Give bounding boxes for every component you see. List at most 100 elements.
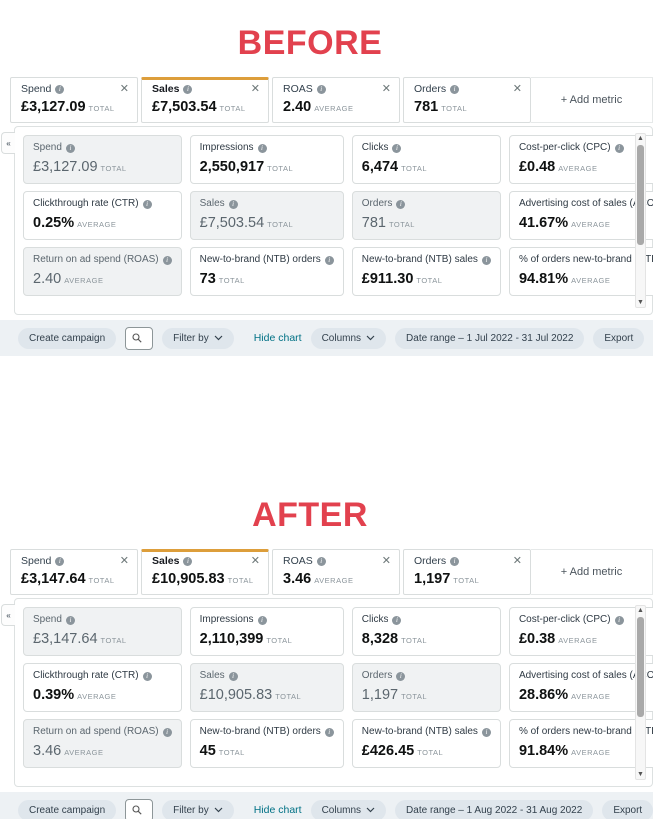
metric-card[interactable]: % of orders new-to-brand (NTB) i 91.84%A… bbox=[508, 719, 653, 768]
vertical-scrollbar[interactable]: ▲ ▼ bbox=[635, 133, 646, 308]
close-icon[interactable]: ✕ bbox=[512, 82, 522, 95]
info-icon[interactable]: i bbox=[392, 615, 402, 625]
info-icon[interactable]: i bbox=[65, 143, 75, 153]
metric-card[interactable]: New-to-brand (NTB) sales i £911.30 TOTAL bbox=[351, 247, 501, 296]
metric-card[interactable]: Clickthrough rate (CTR) i 0.39% AVERAGE bbox=[23, 663, 182, 712]
info-icon[interactable]: i bbox=[450, 556, 460, 566]
close-icon[interactable]: ✕ bbox=[381, 554, 391, 567]
info-icon[interactable]: i bbox=[183, 84, 193, 94]
info-icon[interactable]: i bbox=[257, 143, 267, 153]
info-icon[interactable]: i bbox=[481, 255, 491, 265]
metric-card[interactable]: Cost-per-click (CPC) i £0.38 AVERAGE bbox=[508, 607, 653, 656]
info-icon[interactable]: i bbox=[162, 727, 172, 737]
collapse-panel-icon[interactable]: « bbox=[1, 604, 15, 626]
export-button[interactable]: Export bbox=[602, 799, 653, 819]
info-icon[interactable]: i bbox=[324, 727, 334, 737]
metric-card[interactable]: New-to-brand (NTB) orders i 73 TOTAL bbox=[189, 247, 344, 296]
info-icon[interactable]: i bbox=[316, 84, 326, 94]
metric-card[interactable]: Return on ad spend (ROAS) i 3.46 AVERAGE bbox=[23, 719, 182, 768]
add-metric-button[interactable]: + Add metric bbox=[531, 549, 653, 595]
scrollbar-thumb[interactable] bbox=[637, 145, 644, 246]
vertical-scrollbar[interactable]: ▲ ▼ bbox=[635, 605, 646, 780]
filter-by-button[interactable]: Filter by bbox=[162, 327, 234, 349]
metric-tab-label: Orders bbox=[414, 555, 447, 567]
metric-tab[interactable]: Sales i ✕ £7,503.54 TOTAL bbox=[141, 77, 269, 123]
info-icon[interactable]: i bbox=[324, 255, 334, 265]
metric-card[interactable]: Cost-per-click (CPC) i £0.48 AVERAGE bbox=[508, 135, 653, 184]
search-box[interactable] bbox=[125, 326, 154, 350]
metric-card[interactable]: % of orders new-to-brand (NTB) i 94.81%A… bbox=[508, 247, 653, 296]
export-button[interactable]: Export bbox=[593, 327, 645, 349]
metric-card[interactable]: Impressions i 2,550,917 TOTAL bbox=[189, 135, 344, 184]
info-icon[interactable]: i bbox=[228, 199, 238, 209]
info-icon[interactable]: i bbox=[396, 671, 406, 681]
close-icon[interactable]: ✕ bbox=[250, 82, 260, 95]
info-icon[interactable]: i bbox=[450, 84, 460, 94]
metric-tab[interactable]: ROAS i ✕ 2.40 AVERAGE bbox=[272, 77, 400, 123]
metric-card[interactable]: Orders i 781 TOTAL bbox=[351, 191, 501, 240]
metric-card[interactable]: Return on ad spend (ROAS) i 2.40 AVERAGE bbox=[23, 247, 182, 296]
metric-card[interactable]: Impressions i 2,110,399 TOTAL bbox=[189, 607, 344, 656]
info-icon[interactable]: i bbox=[65, 615, 75, 625]
scroll-up-icon[interactable]: ▲ bbox=[637, 135, 644, 142]
metric-card[interactable]: Spend i £3,147.64 TOTAL bbox=[23, 607, 182, 656]
scroll-down-icon[interactable]: ▼ bbox=[637, 299, 644, 306]
metric-tab[interactable]: Spend i ✕ £3,147.64 TOTAL bbox=[10, 549, 138, 595]
metric-unit: TOTAL bbox=[267, 164, 294, 173]
info-icon[interactable]: i bbox=[614, 615, 624, 625]
info-icon[interactable]: i bbox=[55, 556, 65, 566]
metric-card[interactable]: New-to-brand (NTB) orders i 45 TOTAL bbox=[189, 719, 344, 768]
create-campaign-button[interactable]: Create campaign bbox=[18, 327, 117, 349]
metric-card[interactable]: Advertising cost of sales (ACOS) i 41.67… bbox=[508, 191, 653, 240]
search-box[interactable] bbox=[125, 798, 154, 819]
columns-button[interactable]: Columns bbox=[310, 327, 387, 349]
columns-button[interactable]: Columns bbox=[310, 799, 387, 819]
close-icon[interactable]: ✕ bbox=[119, 82, 129, 95]
info-icon[interactable]: i bbox=[55, 84, 65, 94]
scroll-up-icon[interactable]: ▲ bbox=[637, 607, 644, 614]
metric-card-header: Impressions i bbox=[200, 142, 334, 154]
info-icon[interactable]: i bbox=[614, 143, 624, 153]
metric-tab[interactable]: Sales i ✕ £10,905.83 TOTAL bbox=[141, 549, 269, 595]
info-icon[interactable]: i bbox=[162, 255, 172, 265]
section-heading: BEFORE bbox=[237, 24, 383, 62]
metric-unit: TOTAL bbox=[401, 636, 428, 645]
metric-card[interactable]: Sales i £7,503.54 TOTAL bbox=[189, 191, 344, 240]
scroll-down-icon[interactable]: ▼ bbox=[637, 771, 644, 778]
metric-card[interactable]: Clicks i 6,474 TOTAL bbox=[351, 135, 501, 184]
metric-tab[interactable]: Orders i ✕ 781 TOTAL bbox=[403, 77, 531, 123]
metric-card[interactable]: Sales i £10,905.83 TOTAL bbox=[189, 663, 344, 712]
metric-card[interactable]: New-to-brand (NTB) sales i £426.45 TOTAL bbox=[351, 719, 501, 768]
date-range-button[interactable]: Date range – 1 Aug 2022 - 31 Aug 2022 bbox=[395, 799, 594, 819]
info-icon[interactable]: i bbox=[481, 727, 491, 737]
metric-tab[interactable]: Spend i ✕ £3,127.09 TOTAL bbox=[10, 77, 138, 123]
metric-card-header: % of orders new-to-brand (NTB) i bbox=[519, 726, 653, 738]
hide-chart-link[interactable]: Hide chart bbox=[253, 332, 302, 344]
date-range-button[interactable]: Date range – 1 Jul 2022 - 31 Jul 2022 bbox=[395, 327, 585, 349]
info-icon[interactable]: i bbox=[316, 556, 326, 566]
add-metric-button[interactable]: + Add metric bbox=[531, 77, 653, 123]
metric-tab[interactable]: ROAS i ✕ 3.46 AVERAGE bbox=[272, 549, 400, 595]
info-icon[interactable]: i bbox=[142, 199, 152, 209]
metric-card[interactable]: Orders i 1,197 TOTAL bbox=[351, 663, 501, 712]
info-icon[interactable]: i bbox=[142, 671, 152, 681]
scrollbar-thumb[interactable] bbox=[637, 617, 644, 718]
metric-card[interactable]: Clickthrough rate (CTR) i 0.25% AVERAGE bbox=[23, 191, 182, 240]
info-icon[interactable]: i bbox=[257, 615, 267, 625]
info-icon[interactable]: i bbox=[228, 671, 238, 681]
metric-card[interactable]: Clicks i 8,328 TOTAL bbox=[351, 607, 501, 656]
close-icon[interactable]: ✕ bbox=[512, 554, 522, 567]
create-campaign-button[interactable]: Create campaign bbox=[18, 799, 117, 819]
info-icon[interactable]: i bbox=[183, 556, 193, 566]
collapse-panel-icon[interactable]: « bbox=[1, 132, 15, 154]
info-icon[interactable]: i bbox=[392, 143, 402, 153]
hide-chart-link[interactable]: Hide chart bbox=[253, 804, 302, 816]
close-icon[interactable]: ✕ bbox=[119, 554, 129, 567]
close-icon[interactable]: ✕ bbox=[381, 82, 391, 95]
metric-tab[interactable]: Orders i ✕ 1,197 TOTAL bbox=[403, 549, 531, 595]
metric-card[interactable]: Spend i £3,127.09 TOTAL bbox=[23, 135, 182, 184]
close-icon[interactable]: ✕ bbox=[250, 554, 260, 567]
metric-card[interactable]: Advertising cost of sales (ACOS) i 28.86… bbox=[508, 663, 653, 712]
filter-by-button[interactable]: Filter by bbox=[162, 799, 234, 819]
info-icon[interactable]: i bbox=[396, 199, 406, 209]
